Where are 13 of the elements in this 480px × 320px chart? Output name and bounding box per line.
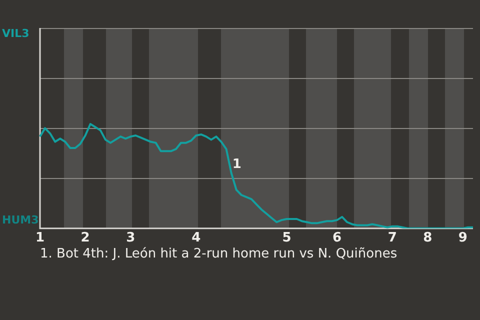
- x-tick-label: 8: [423, 230, 432, 246]
- text: VIL3: [2, 26, 30, 40]
- annotation: 1: [232, 156, 242, 172]
- text: HUM3: [2, 213, 39, 226]
- x-tick-label: 9: [458, 230, 468, 246]
- x-tick-label: 3: [126, 230, 136, 246]
- x-tick-label: 2: [80, 230, 90, 246]
- x-tick-label: 1: [35, 230, 45, 246]
- x-tick-label: 4: [192, 230, 201, 246]
- x-tick-label: 6: [332, 230, 342, 246]
- x-tick-label: 5: [282, 230, 292, 246]
- text: 1. Bot 4th: J. León hit a 2-run home run vs N. Quiñones: [40, 246, 398, 262]
- x-tick-label: 7: [388, 230, 397, 246]
